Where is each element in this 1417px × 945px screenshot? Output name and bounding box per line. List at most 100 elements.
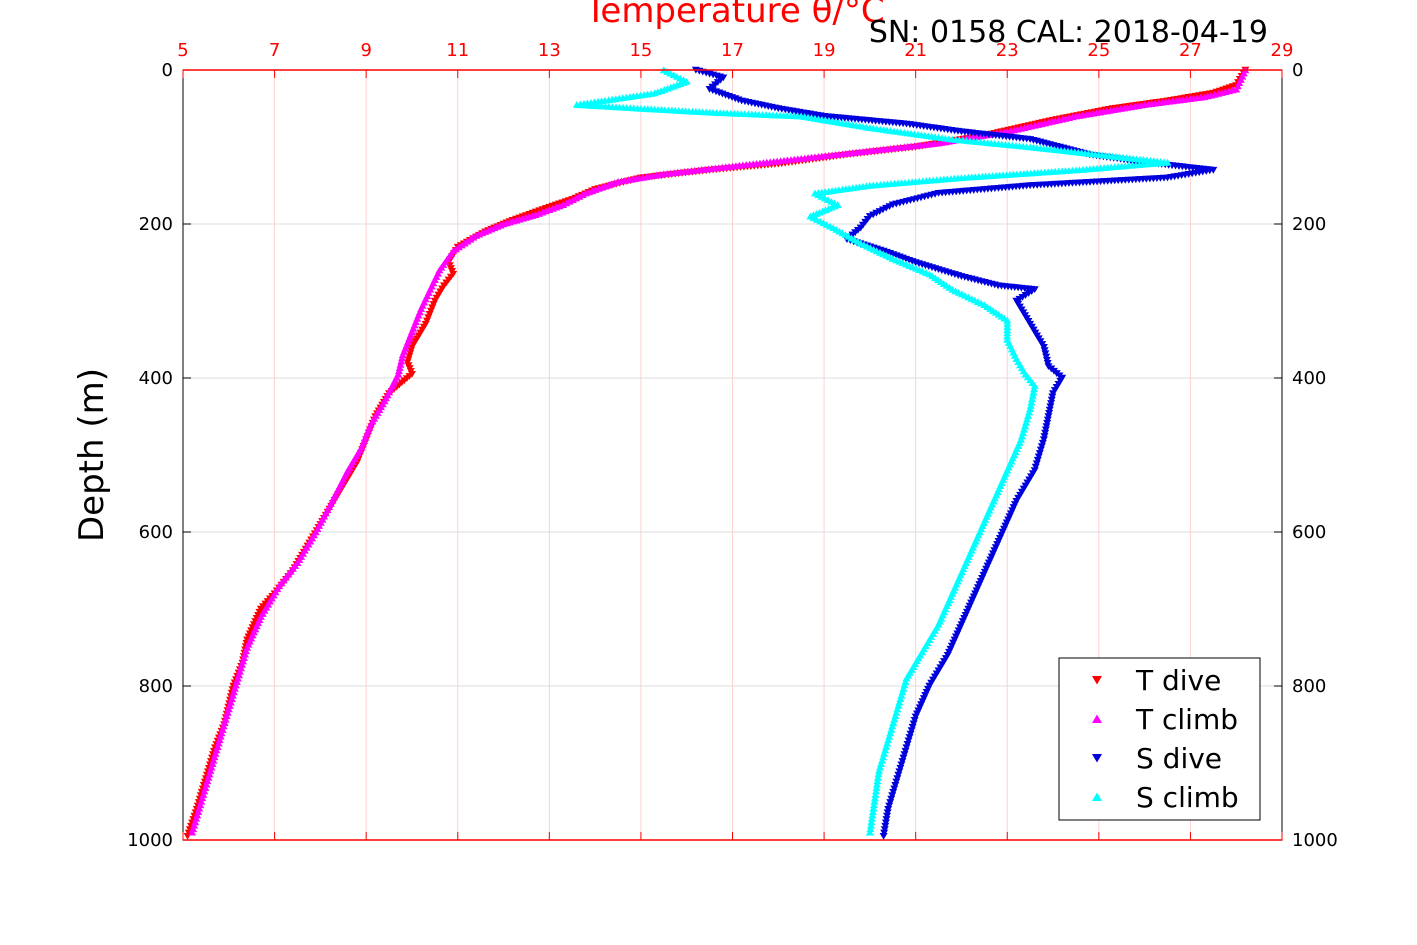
x-tick-label-7: 19: [813, 40, 836, 61]
data-point: [1038, 439, 1047, 447]
data-point: [1034, 453, 1043, 461]
data-point: [869, 801, 878, 809]
data-point: [907, 727, 916, 735]
y-tick-label-right-0: 0: [1292, 60, 1303, 81]
data-point: [866, 825, 875, 833]
series-s-dive: [691, 66, 1218, 840]
data-point: [893, 775, 902, 782]
data-point: [1026, 401, 1035, 409]
data-point: [896, 764, 905, 772]
data-point: [872, 780, 881, 788]
data-point: [895, 768, 904, 776]
x-tick-label-6: 17: [721, 40, 744, 61]
data-point: [873, 777, 882, 785]
x-tick-label-3: 11: [446, 40, 469, 61]
data-point: [866, 821, 875, 829]
data-point: [879, 832, 888, 840]
data-point: [871, 791, 880, 798]
legend-label-3: S climb: [1136, 781, 1239, 814]
data-point: [892, 778, 901, 786]
data-point: [1027, 398, 1036, 406]
data-point: [870, 797, 879, 805]
data-point: [888, 792, 897, 800]
data-point: [899, 754, 908, 762]
x-tick-label-12: 29: [1271, 40, 1294, 61]
legend-marker-2: [1092, 754, 1102, 763]
chart-title: Temperature θ/°C: [584, 0, 884, 31]
data-point: [869, 804, 878, 812]
data-point: [887, 795, 896, 803]
data-point: [911, 713, 920, 721]
legend-marker-1: [1092, 714, 1102, 723]
y-tick-label-right-1: 200: [1292, 214, 1326, 235]
x-tick-label-8: 21: [904, 40, 927, 61]
data-point: [1037, 443, 1046, 451]
data-point: [908, 723, 917, 731]
x-tick-label-0: 5: [177, 40, 188, 61]
y-tick-label-left-2: 400: [139, 368, 173, 389]
x-tick-label-1: 7: [269, 40, 280, 61]
data-point: [397, 357, 406, 365]
x-tick-label-11: 27: [1179, 40, 1202, 61]
y-tick-label-left-0: 0: [162, 60, 173, 81]
legend-marker-3: [1092, 792, 1102, 801]
data-point: [1030, 382, 1039, 389]
y-axis-label: Depth (m): [72, 368, 112, 542]
data-point: [904, 737, 913, 745]
data-point: [868, 808, 877, 815]
data-point: [1032, 460, 1041, 468]
legend: T dive T climb S dive S climb: [1058, 657, 1261, 821]
data-point: [871, 787, 880, 795]
data-point: [1033, 456, 1042, 464]
data-point: [900, 751, 909, 759]
data-point: [902, 744, 911, 752]
data-point: [886, 799, 895, 806]
data-point: [398, 354, 407, 362]
y-tick-label-left-3: 600: [139, 522, 173, 543]
data-point: [394, 367, 403, 375]
legend-label-0: T dive: [1135, 664, 1221, 697]
data-point: [1029, 388, 1038, 396]
data-point: [1028, 392, 1037, 399]
data-point: [1030, 385, 1039, 393]
x-tick-label-4: 13: [538, 40, 561, 61]
data-point: [1036, 446, 1045, 454]
data-point: [868, 811, 877, 819]
x-tick-label-2: 9: [360, 40, 371, 61]
x-tick-label-5: 15: [629, 40, 652, 61]
data-point: [1035, 450, 1044, 457]
data-point: [901, 747, 910, 755]
data-point: [396, 360, 405, 368]
y-tick-label-left-1: 200: [139, 214, 173, 235]
data-point: [875, 767, 884, 774]
data-point: [872, 784, 881, 792]
data-point: [905, 734, 914, 741]
data-point: [395, 364, 404, 371]
y-tick-label-right-5: 1000: [1292, 830, 1338, 851]
chart-subtitle: SN: 0158 CAL: 2018-04-19: [869, 15, 1268, 50]
y-tick-label-right-2: 400: [1292, 368, 1326, 389]
data-point: [909, 720, 918, 728]
data-point: [906, 730, 915, 738]
legend-marker-0: [1092, 676, 1102, 685]
y-tick-label-left-4: 800: [139, 676, 173, 697]
data-point: [188, 828, 197, 836]
data-point: [910, 717, 919, 724]
data-point: [903, 740, 912, 748]
legend-label-2: S dive: [1136, 742, 1222, 775]
data-point: [867, 815, 876, 822]
data-point: [898, 758, 907, 765]
data-point: [890, 785, 899, 793]
data-point: [885, 802, 894, 810]
data-point: [865, 828, 874, 836]
data-point: [1031, 463, 1040, 471]
data-point: [894, 771, 903, 779]
data-point: [870, 794, 879, 802]
y-tick-label-right-4: 800: [1292, 676, 1326, 697]
data-point: [889, 788, 898, 796]
x-tick-label-9: 23: [996, 40, 1019, 61]
plot-series: [183, 66, 1250, 840]
series-s-climb: [572, 66, 1172, 836]
